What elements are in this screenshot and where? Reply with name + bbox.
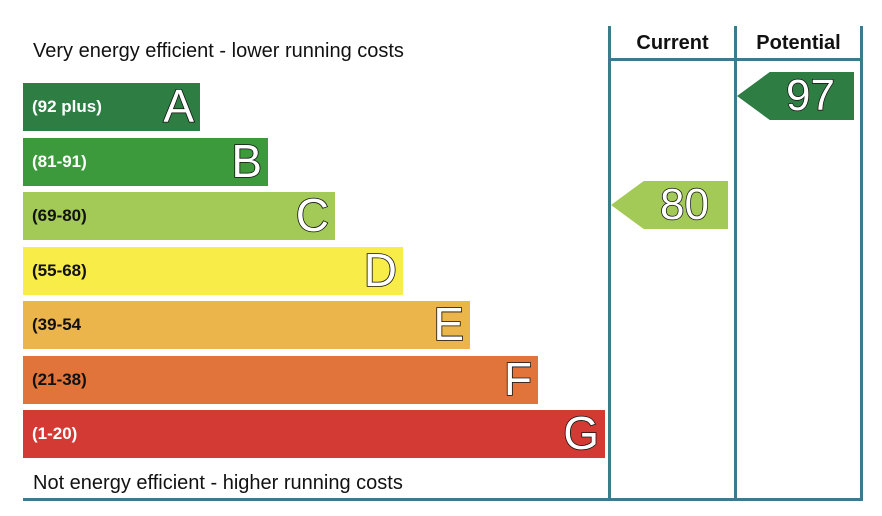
current-rating-value: 80 — [659, 180, 709, 230]
band-g: (1-20) G — [23, 407, 605, 459]
band-e: (39-54 E — [23, 298, 470, 350]
bottom-border — [23, 498, 863, 501]
band-a: (92 plus) A — [23, 80, 200, 132]
potential-column-header: Potential — [756, 32, 841, 54]
band-letter: F — [503, 353, 533, 405]
band-letter: G — [562, 407, 599, 459]
band-range-label: (21-38) — [32, 370, 87, 389]
band-range-label: (81-91) — [32, 152, 87, 171]
band-d: (55-68) D — [23, 244, 403, 296]
top-caption: Very energy efficient - lower running co… — [33, 40, 404, 62]
band-letter: C — [295, 189, 330, 241]
band-letter: B — [231, 135, 263, 187]
current-column-header: Current — [636, 32, 709, 54]
band-range-label: (69-80) — [32, 206, 87, 225]
band-letter: D — [363, 244, 398, 296]
band-range-label: (39-54 — [32, 315, 82, 334]
bottom-caption: Not energy efficient - higher running co… — [33, 472, 403, 494]
potential-rating-arrow: 97 — [737, 71, 854, 121]
band-c: (69-80) C — [23, 189, 335, 241]
header-divider — [608, 58, 863, 61]
current-rating-arrow: 80 — [611, 180, 728, 230]
band-range-label: (92 plus) — [32, 97, 102, 116]
potential-column-right-border — [860, 26, 863, 501]
band-range-label: (1-20) — [32, 424, 78, 443]
potential-column-left-border — [734, 26, 737, 501]
band-letter: E — [433, 298, 465, 350]
band-b: (81-91) B — [23, 135, 268, 187]
band-range-label: (55-68) — [32, 261, 87, 280]
current-column-left-border — [608, 26, 611, 501]
band-f: (21-38) F — [23, 353, 538, 405]
band-letter: A — [163, 80, 195, 132]
potential-rating-value: 97 — [785, 71, 835, 121]
